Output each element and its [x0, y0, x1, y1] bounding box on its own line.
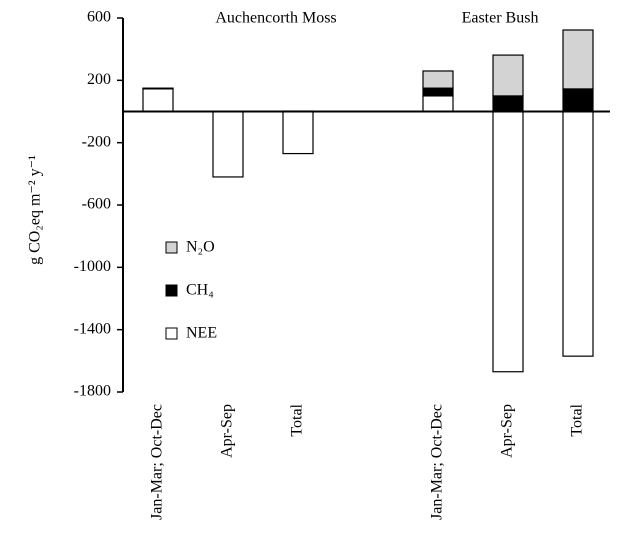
- x-tick-label: Apr-Sep: [219, 404, 236, 458]
- group-label: Auchencorth Moss: [215, 10, 336, 27]
- x-tick-label: Total: [569, 403, 586, 436]
- legend-label: NEE: [186, 325, 217, 342]
- bar: [492, 54, 524, 97]
- y-tick-label: 200: [87, 71, 111, 88]
- bar: [562, 110, 594, 357]
- bar: [282, 110, 314, 155]
- x-tick-label: Jan-Mar; Oct-Dec: [149, 404, 166, 520]
- bar: [422, 87, 454, 97]
- legend-label: CH₄: [186, 282, 214, 299]
- group-label: Easter Bush: [462, 10, 539, 27]
- x-tick-label: Apr-Sep: [499, 404, 516, 458]
- bar: [492, 95, 524, 113]
- bar: [422, 95, 454, 113]
- bar: [212, 110, 244, 178]
- legend-swatch: [165, 284, 178, 297]
- legend-label: N₂O: [186, 239, 215, 256]
- bar: [562, 29, 594, 90]
- y-tick-label: -1400: [74, 320, 111, 337]
- y-axis-label: g CO₂eq m⁻² y⁻¹: [27, 155, 44, 265]
- y-tick-label: -1800: [74, 383, 111, 400]
- x-tick-label: Total: [289, 403, 306, 436]
- x-tick-label: Jan-Mar; Oct-Dec: [429, 404, 446, 520]
- bar: [422, 70, 454, 89]
- y-tick-label: -200: [82, 133, 111, 150]
- bar: [492, 110, 524, 373]
- y-tick-label: -600: [82, 196, 111, 213]
- y-tick-label: -1000: [74, 258, 111, 275]
- legend-swatch: [165, 327, 178, 340]
- y-tick-label: 600: [87, 9, 111, 26]
- bar: [142, 87, 174, 90]
- bar: [142, 88, 174, 113]
- bar: [562, 88, 594, 113]
- legend-swatch: [165, 241, 178, 254]
